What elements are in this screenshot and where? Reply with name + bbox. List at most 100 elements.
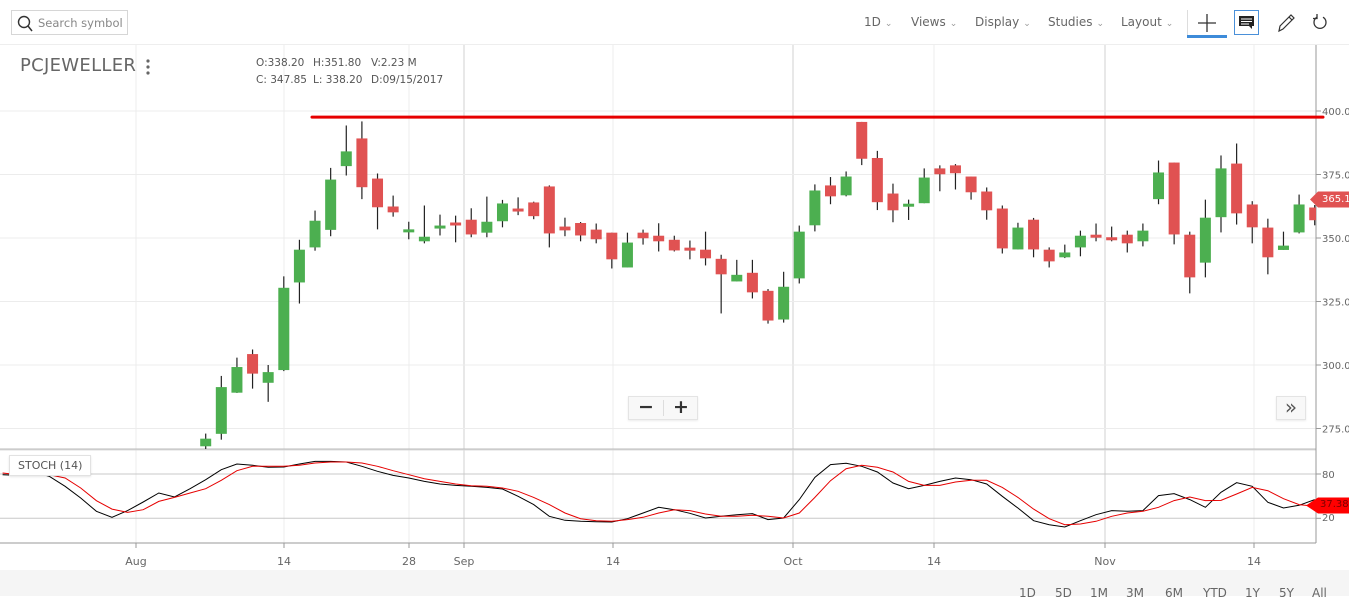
- candle-down: [887, 193, 899, 211]
- candle-down: [1043, 249, 1055, 262]
- candle-up: [621, 242, 633, 268]
- candle-up: [215, 387, 227, 434]
- menu-views[interactable]: Views ⌄: [911, 15, 957, 29]
- candle-down: [1168, 162, 1180, 235]
- y-tick-label: 275.00: [1322, 425, 1349, 436]
- stoch-axis-20: 20: [1322, 513, 1335, 524]
- x-tick-label: Oct: [783, 555, 803, 568]
- stoch-d-line: [2, 461, 1315, 526]
- stoch-last-value: 37.38: [1320, 499, 1349, 511]
- crosshair-icon[interactable]: [1197, 13, 1217, 33]
- candle-down: [1090, 234, 1102, 238]
- candle-up: [731, 274, 743, 282]
- ohlc-volume: V:2.23 M: [371, 57, 417, 69]
- candle-up: [1293, 204, 1305, 233]
- range-3m[interactable]: 3M: [1126, 586, 1144, 600]
- candle-up: [325, 179, 337, 230]
- candle-up: [1199, 217, 1211, 263]
- range-1d[interactable]: 1D: [1019, 586, 1036, 600]
- scroll-to-latest-button[interactable]: »: [1276, 396, 1306, 420]
- candle-up: [903, 203, 915, 207]
- x-tick-label: Aug: [125, 555, 147, 568]
- candle-down: [372, 178, 384, 208]
- menu-studies[interactable]: Studies ⌄: [1048, 15, 1104, 29]
- range-1m[interactable]: 1M: [1090, 586, 1108, 600]
- menu-label: Studies: [1048, 15, 1093, 29]
- menu-interval[interactable]: 1D ⌄: [864, 15, 892, 29]
- zoom-controls: − +: [628, 396, 698, 420]
- last-price-tag-shape: [1310, 191, 1349, 208]
- chevron-down-icon: ⌄: [1023, 19, 1031, 29]
- candle-down: [871, 157, 883, 203]
- candle-down: [700, 249, 712, 259]
- zoom-divider: [663, 400, 664, 416]
- candle-down: [606, 232, 618, 260]
- candle-down: [856, 121, 868, 159]
- candle-down: [949, 165, 961, 174]
- range-bar: [0, 570, 1349, 596]
- candle-down: [965, 176, 977, 193]
- x-tick-label: 14: [1247, 555, 1261, 568]
- candle-down: [1231, 163, 1243, 214]
- refresh-icon[interactable]: [1311, 13, 1329, 32]
- active-tool-indicator: [1187, 35, 1227, 38]
- candle-down: [637, 232, 649, 239]
- toolbar-divider: [0, 44, 1349, 45]
- stoch-value-tag: 37.38: [1310, 497, 1349, 513]
- menu-display[interactable]: Display ⌄: [975, 15, 1031, 29]
- candle-down: [762, 290, 774, 321]
- y-tick-label: 400.00: [1322, 107, 1349, 118]
- candle-down: [996, 208, 1008, 249]
- menu-label: Display: [975, 15, 1020, 29]
- candle-down: [981, 191, 993, 211]
- candle-down: [653, 235, 665, 242]
- range-5d[interactable]: 5D: [1055, 586, 1072, 600]
- candle-down: [590, 229, 602, 240]
- candle-up: [1012, 227, 1024, 250]
- y-tick-label: 325.00: [1322, 298, 1349, 309]
- candle-up: [418, 236, 430, 242]
- candle-up: [1137, 230, 1149, 242]
- menu-label: Views: [911, 15, 946, 29]
- comment-button[interactable]: [1234, 10, 1259, 35]
- candle-up: [1277, 245, 1289, 250]
- search-box[interactable]: [11, 10, 128, 35]
- candle-up: [278, 287, 290, 371]
- range-all[interactable]: All: [1312, 586, 1327, 600]
- candle-down: [543, 186, 555, 234]
- more-options-icon[interactable]: [144, 58, 152, 76]
- candle-down: [825, 185, 836, 197]
- pencil-icon[interactable]: [1276, 12, 1296, 33]
- candles: [200, 121, 1316, 449]
- candle-up: [481, 221, 493, 233]
- candle-down: [1121, 234, 1133, 244]
- candle-up: [496, 203, 508, 222]
- candle-up: [778, 286, 790, 320]
- candle-down: [684, 247, 696, 251]
- zoom-in-button[interactable]: +: [673, 396, 689, 418]
- range-1y[interactable]: 1Y: [1245, 586, 1260, 600]
- chart-canvas[interactable]: 400.00 375.00 350.00 325.00 300.00 275.00: [0, 0, 1349, 570]
- zoom-out-button[interactable]: −: [638, 396, 654, 418]
- candle-down: [575, 223, 587, 236]
- candle-down: [715, 258, 727, 275]
- double-chevron-right-icon: »: [1284, 395, 1298, 419]
- search-icon: [17, 15, 33, 32]
- search-input[interactable]: [38, 14, 126, 31]
- last-price-value: 365.15: [1322, 193, 1349, 205]
- range-5y[interactable]: 5Y: [1279, 586, 1294, 600]
- range-ytd[interactable]: YTD: [1203, 586, 1227, 600]
- menu-layout[interactable]: Layout ⌄: [1121, 15, 1173, 29]
- x-tick-label: 14: [606, 555, 620, 568]
- candle-down: [746, 272, 758, 293]
- candle-down: [450, 222, 462, 226]
- toolbar-separator: [1187, 10, 1188, 36]
- candle-down: [1246, 204, 1258, 228]
- candle-down: [512, 208, 524, 212]
- range-6m[interactable]: 6M: [1165, 586, 1183, 600]
- y-tick-label: 300.00: [1322, 361, 1349, 372]
- candle-up: [809, 190, 821, 226]
- study-label-stoch[interactable]: STOCH (14): [9, 455, 92, 476]
- chevron-down-icon: ⌄: [1096, 19, 1105, 29]
- ohlc-open: O:338.20: [256, 57, 305, 69]
